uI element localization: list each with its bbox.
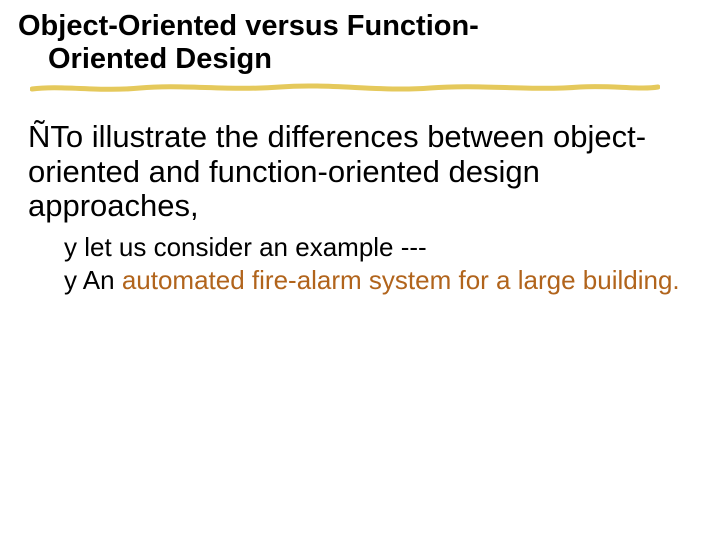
bullet-level2-item: y An automated fire-alarm system for a l…	[64, 265, 688, 296]
title-line-2: Oriented Design	[48, 43, 272, 76]
bullet-text-level2: An automated fire-alarm system for a lar…	[83, 265, 680, 295]
bullet-level2-group: y let us consider an example --- y An au…	[64, 232, 688, 295]
slide-title: Object-Oriented versus Function- Oriente…	[18, 10, 698, 77]
bullet-glyph-level1: Ñ	[28, 119, 50, 154]
bullet-text-level2: let us consider an example ---	[84, 232, 426, 262]
slide: Object-Oriented versus Function- Oriente…	[0, 0, 720, 540]
title-line-1: Object-Oriented versus Function-	[18, 10, 479, 42]
bullet-level1: ÑTo illustrate the differences between o…	[28, 120, 688, 224]
lvl2-prefix: let us consider an example ---	[84, 232, 426, 262]
bullet-glyph-level2: y	[64, 232, 77, 262]
bullet-text-level1: To illustrate the differences between ob…	[28, 119, 646, 223]
title-underline	[30, 80, 660, 96]
lvl2-colored: automated fire-alarm system for a large …	[122, 265, 680, 295]
bullet-level2-item: y let us consider an example ---	[64, 232, 688, 263]
slide-body: ÑTo illustrate the differences between o…	[28, 120, 688, 298]
bullet-glyph-level2: y	[64, 265, 77, 295]
lvl2-prefix: An	[83, 265, 122, 295]
underline-stroke	[32, 86, 658, 89]
